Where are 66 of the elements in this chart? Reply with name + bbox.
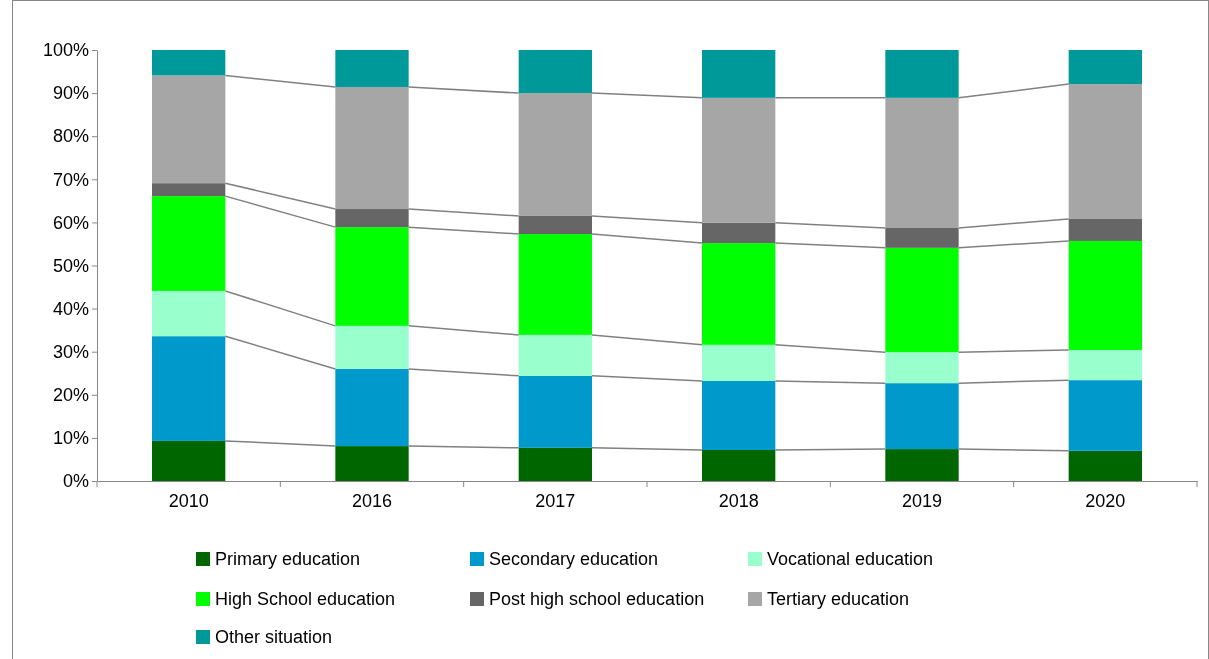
bar [518,334,592,376]
bar [518,447,592,481]
x-tick-label: 2016 [351,491,393,512]
x-tick-label: 2019 [901,491,943,512]
bar [152,196,226,291]
bar [518,50,592,94]
bar [1068,349,1142,381]
bar [152,75,226,184]
bar [518,375,592,448]
bar [1068,450,1142,481]
bar [335,209,409,228]
y-tick-label: 30% [52,341,89,362]
bar [885,247,959,353]
bar [885,50,959,98]
y-tick-label: 90% [52,83,89,104]
y-tick-label: 80% [52,126,89,147]
y-tick-label: 20% [52,385,89,406]
y-tick-label: 0% [62,471,89,492]
bar [152,290,226,337]
legend-label: Vocational education [767,549,934,569]
bar [335,227,409,326]
bar [885,228,959,248]
x-tick-label: 2010 [168,491,209,512]
bar [1068,240,1142,350]
bar [1068,218,1142,241]
legend-label: Secondary education [489,549,659,569]
bar [885,352,959,384]
bar [518,234,592,335]
bar [152,336,226,441]
x-tick-label: 2018 [718,491,759,512]
bar [1068,84,1142,219]
y-tick-label: 100% [42,40,89,61]
bar [702,222,776,244]
bar [1068,50,1142,85]
bar [152,183,226,197]
y-tick-label: 10% [52,428,89,449]
bar [335,50,409,88]
bar [702,381,776,450]
bar [702,97,776,223]
legend-label: Primary education [215,549,361,569]
bar [702,50,776,98]
bar [518,215,592,235]
bar [885,449,959,481]
bar [885,383,959,450]
y-tick-label: 60% [52,212,89,233]
bar [1068,380,1142,451]
bar [702,449,776,481]
x-tick-label: 2020 [1085,491,1126,512]
x-tick-label: 2017 [535,491,576,512]
legend-label: Other situation [215,627,333,647]
bar [335,368,409,447]
bar [885,97,959,228]
y-tick-label: 50% [52,255,89,276]
y-tick-label: 40% [52,298,89,319]
bar [518,93,592,216]
bar [335,325,409,369]
legend-label: Tertiary education [767,589,910,609]
bar [702,243,776,345]
y-tick-label: 70% [52,169,89,190]
bar [335,87,409,210]
bar [702,344,776,382]
legend-label: Post high school education [489,589,705,609]
legend-label: High School education [215,589,396,609]
bar [335,446,409,481]
bar [152,50,226,76]
bar [152,440,226,481]
